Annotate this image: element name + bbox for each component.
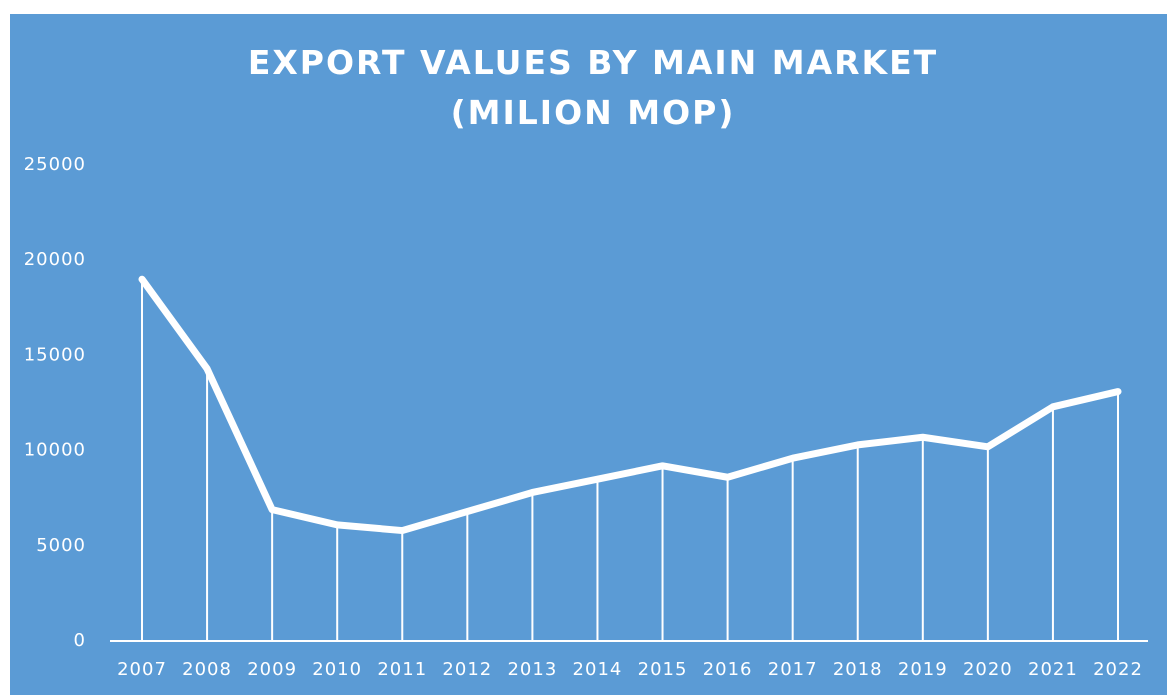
y-tick-label: 25000 (24, 154, 86, 175)
x-tick-label: 2011 (377, 659, 427, 680)
x-tick-label: 2017 (768, 659, 818, 680)
y-tick-label: 20000 (24, 249, 86, 270)
y-tick-label: 5000 (36, 535, 86, 556)
x-tick-label: 2021 (1028, 659, 1078, 680)
x-tick-label: 2015 (638, 659, 688, 680)
x-tick-label: 2008 (182, 659, 232, 680)
x-tick-label: 2018 (833, 659, 883, 680)
x-tick-label: 2007 (117, 659, 167, 680)
x-tick-label: 2022 (1093, 659, 1143, 680)
x-tick-label: 2014 (573, 659, 623, 680)
y-tick-label: 15000 (24, 344, 86, 365)
y-tick-label: 10000 (24, 440, 86, 461)
y-tick-label: 0 (74, 630, 86, 651)
x-tick-label: 2016 (703, 659, 753, 680)
data-line (138, 275, 1122, 535)
x-tick-label: 2012 (442, 659, 492, 680)
x-tick-label: 2020 (963, 659, 1013, 680)
x-tick-label: 2010 (312, 659, 362, 680)
x-tick-label: 2009 (247, 659, 297, 680)
x-tick-label: 2013 (507, 659, 557, 680)
chart-background (10, 14, 1167, 695)
chart-title: EXPORT VALUES BY MAIN MARKET (MILION MOP… (247, 43, 939, 132)
x-tick-label: 2019 (898, 659, 948, 680)
